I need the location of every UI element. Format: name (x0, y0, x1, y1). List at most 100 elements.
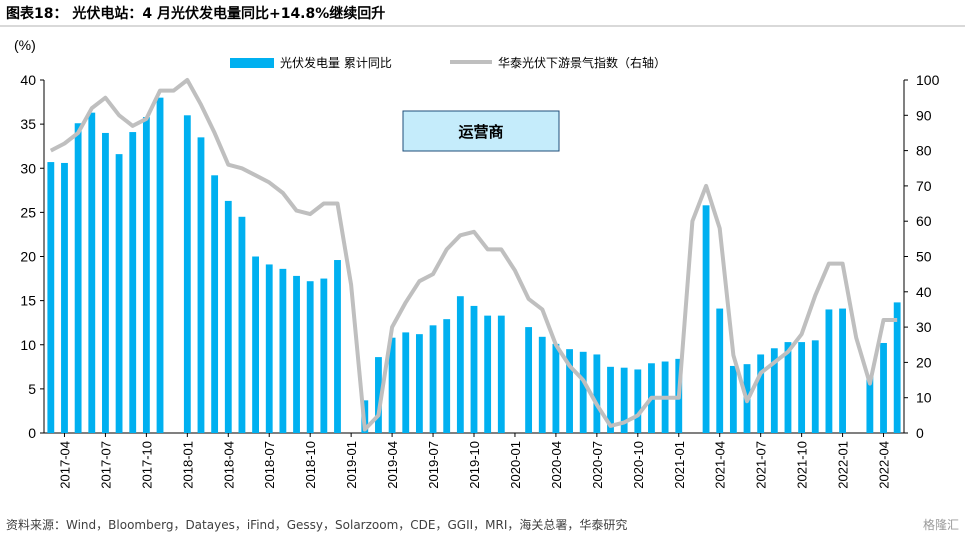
bar-series (47, 97, 901, 434)
y-left-tick-label: 5 (28, 381, 36, 397)
legend-label-line: 华泰光伏下游景气指数（右轴） (498, 55, 666, 70)
bar (115, 154, 123, 433)
bar (279, 268, 287, 433)
x-tick-label: 2021-01 (672, 441, 687, 489)
bar (47, 162, 55, 433)
bar (129, 132, 137, 433)
x-tick-label: 2020-07 (590, 441, 605, 489)
line-series (49, 78, 898, 432)
bar (224, 200, 232, 433)
bar (183, 115, 191, 434)
bar (825, 309, 833, 433)
bar (211, 175, 219, 433)
bar (538, 336, 546, 433)
bar (593, 354, 601, 433)
source-note: 资料来源：Wind，Bloomberg，Datayes，iFind，Gessy，… (6, 518, 628, 532)
y-right-tick-label: 90 (916, 107, 932, 123)
bar (293, 275, 300, 433)
bar (252, 256, 259, 433)
bar (579, 351, 587, 433)
x-tick-label: 2021-10 (795, 441, 810, 489)
x-tick-label: 2020-10 (631, 441, 646, 489)
bar (156, 97, 164, 434)
bar (375, 357, 382, 433)
x-tick-label: 2018-01 (180, 441, 195, 489)
legend-label-bar: 光伏发电量 累计同比 (280, 55, 392, 70)
watermark-logo: 格隆汇 (922, 518, 959, 532)
bar (320, 278, 328, 433)
bar (634, 369, 642, 433)
bar (784, 342, 792, 433)
bar (798, 342, 806, 433)
bar (88, 112, 96, 433)
y-right-tick-label: 20 (916, 354, 932, 370)
bar (566, 349, 573, 433)
annotation-box: 运营商 (402, 110, 560, 152)
x-tick-label: 2019-10 (467, 441, 482, 489)
bar (415, 334, 423, 433)
bar (729, 365, 737, 433)
bar (470, 305, 478, 433)
bar (197, 137, 205, 434)
y-left-tick-label: 20 (20, 249, 36, 265)
x-tick-label: 2022-04 (877, 441, 892, 489)
y-right-tick-label: 30 (916, 319, 932, 335)
x-tick-label: 2020-04 (549, 441, 564, 489)
y-left-tick-label: 0 (28, 425, 36, 441)
y-left-unit-label: (%) (14, 37, 36, 53)
bar (770, 348, 778, 433)
x-tick-label: 2017-10 (139, 441, 154, 489)
line-path (49, 78, 898, 432)
bar (893, 302, 901, 433)
bar (265, 264, 273, 433)
bar (866, 375, 874, 433)
bar (757, 354, 765, 433)
x-tick-label: 2018-07 (262, 441, 277, 489)
bar (306, 281, 314, 433)
y-right-tick-label: 100 (916, 72, 940, 88)
chart-canvas: 0 5 10 15 20 25 30 35 40 0 10 20 30 40 50 60 70 80 90 100 20… (14, 37, 940, 489)
x-tick-label: 2018-04 (221, 441, 236, 489)
bar (497, 315, 505, 433)
y-right-tick-label: 50 (916, 249, 932, 265)
bar (839, 308, 846, 433)
bar (334, 260, 341, 433)
y-left-tick-label: 30 (20, 160, 36, 176)
bar (443, 319, 451, 433)
title-divider (0, 25, 965, 27)
bar (74, 123, 82, 434)
y-right-tick-label: 60 (916, 213, 932, 229)
y-right-tick-label: 80 (916, 143, 932, 159)
y-right-tick-label: 40 (916, 284, 932, 300)
bar (716, 308, 724, 433)
x-tick-label: 2019-04 (385, 441, 400, 489)
y-right-tick-label: 10 (916, 390, 932, 406)
y-left-tick-label: 25 (20, 204, 36, 220)
annotation-label: 运营商 (458, 123, 503, 141)
bar (456, 296, 464, 433)
bar (429, 325, 437, 433)
bar (525, 327, 533, 433)
y-left-tick-label: 40 (20, 72, 36, 88)
x-tick-label: 2020-01 (508, 441, 523, 489)
x-tick-label: 2019-07 (426, 441, 441, 489)
bar (552, 343, 560, 433)
annotation-frame (402, 110, 560, 152)
y-left-tick-label: 35 (20, 116, 36, 132)
legend-swatch-bar (230, 58, 274, 68)
chart-legend: 光伏发电量 累计同比 华泰光伏下游景气指数（右轴） (230, 55, 666, 70)
x-tick-label: 2021-04 (713, 441, 728, 489)
chart-title: 图表18： 光伏电站：4 月光伏发电量同比+14.8%继续回升 (6, 6, 386, 22)
bar (702, 205, 710, 433)
bar (102, 132, 109, 433)
bar (61, 162, 68, 433)
bar (811, 340, 819, 433)
x-tick-label: 2017-04 (57, 441, 72, 489)
x-tick-label: 2019-01 (344, 441, 359, 489)
y-right-tick-label: 70 (916, 178, 932, 194)
chart-labels: 0 5 10 15 20 25 30 35 40 0 10 20 30 40 50 60 70 80 90 100 20… (20, 72, 939, 489)
x-tick-label: 2017-07 (98, 441, 113, 489)
bar (880, 342, 887, 433)
bar (142, 117, 150, 433)
bar (388, 337, 396, 433)
